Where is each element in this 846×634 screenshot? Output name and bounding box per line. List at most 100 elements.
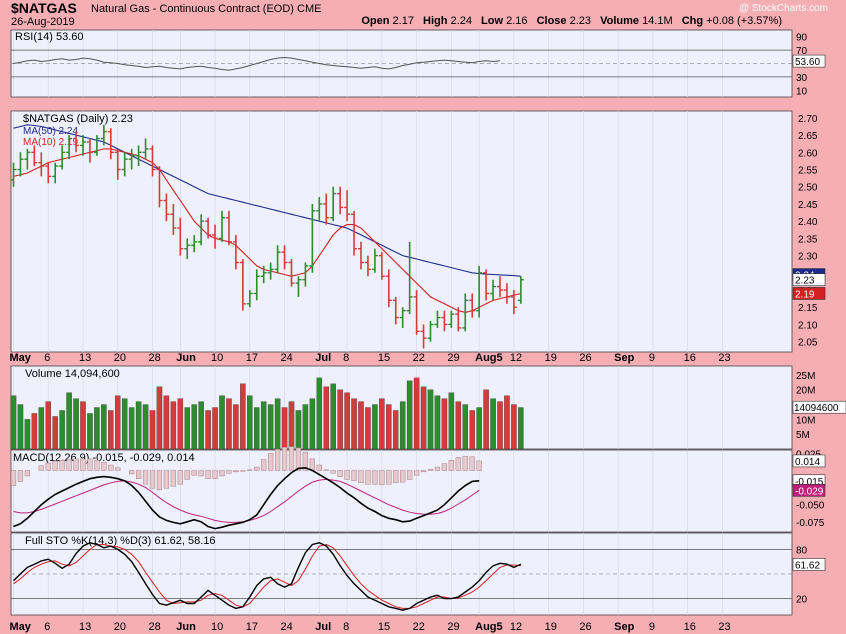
x-tick-label: 29 [447,352,459,364]
volume-bar [240,383,246,450]
volume-bar [406,380,413,450]
ohlc-bar [191,234,198,253]
ohlc-bar [399,307,406,328]
price-y-label: 2.40 [798,217,818,228]
symbol-description: Natural Gas - Continuous Contract (EOD) … [91,3,322,15]
ma50-line [13,124,521,277]
x-tick-label: 24 [281,621,293,633]
x-tick-label: 20 [114,352,126,364]
volume-bar [24,419,31,450]
macd-histogram-bar [295,447,302,471]
ohlc-bar [441,310,448,332]
sto-k-line [13,542,522,611]
ohlc-bar [52,162,59,184]
macd-histogram-bar [87,458,93,471]
volume-bar [504,395,510,450]
macd-histogram-bar [226,470,232,474]
chart-header: $NATGAS Natural Gas - Continuous Contrac… [0,0,846,28]
ohlc-bar [114,148,121,180]
ma10-tag-box [792,287,826,300]
ohlc-bar [17,152,24,177]
volume-bar [101,404,107,450]
ohlc-bar [260,265,267,284]
ohlc-bar [100,124,107,146]
ohlc-bar [267,262,274,280]
close-tag-box [792,273,826,287]
volume-bar [372,404,378,450]
macd-histogram-bar [108,464,114,471]
volume-bar [219,395,225,450]
ohlc-bar [420,324,427,349]
macd-histogram-bar [191,470,197,476]
volume-y-label: 5M [796,430,810,441]
volume-bar [386,404,392,450]
macd-histogram-bar [434,466,441,471]
price-y-label: 2.60 [798,148,818,159]
macd-histogram-bar [344,470,350,480]
x-tick-label: 26 [579,621,591,633]
macd-histogram-bar [400,470,406,483]
macd-histogram-bar [45,462,51,471]
x-tick-label: Jul [315,621,331,633]
volume-bar [330,383,336,450]
volume-value: 14.1M [642,15,673,27]
ohlc-bar [274,245,281,273]
x-tick-label: 17 [246,352,258,364]
volume-bar [226,398,232,450]
macd-histogram-bar [309,458,315,471]
x-tick-label: 10 [211,621,223,633]
macd-histogram-bar [455,457,461,471]
macd-histogram-bar [247,469,253,471]
volume-bar [94,407,100,450]
volume-bar [115,395,121,450]
rsi-last-value-box [792,54,826,68]
x-tick-label: 17 [246,621,258,633]
ohlc-bar [73,131,80,153]
volume-bar [87,413,93,450]
ohlc-bar [309,203,316,273]
volume-bar [149,410,156,450]
macd-histogram-bar [365,470,371,485]
ohlc-bar [517,276,524,304]
ohlc-bar [184,238,191,260]
x-tick-label: 28 [149,352,161,364]
ohlc-bar [38,152,45,177]
x-tick-label: 29 [447,621,459,633]
ohlc-bar [427,321,434,342]
ma50-legend: MA(50) 2.24 [23,126,78,137]
ohlc-bar [232,234,239,270]
volume-bar [441,398,448,450]
volume-bar [177,398,184,450]
macd-histogram-bar [156,470,163,490]
x-tick-label: 15 [378,621,390,633]
ma10-legend: MA(10) 2.19 [23,137,78,148]
macd-hist-tag: 0.014 [795,457,820,468]
x-tick-label: 12 [510,352,522,364]
volume-bar [518,407,524,450]
x-tick-label: 9 [649,352,655,364]
ohlc-bar [281,245,288,270]
price-y-label: 2.70 [798,114,818,125]
macd-histogram-bar [316,464,322,471]
ohlc-bar [351,210,358,256]
volume-bar [80,401,86,450]
volume-bar [358,401,364,450]
x-tick-label: 16 [684,621,696,633]
close-value: 2.23 [569,15,592,27]
ohlc-bar [80,135,86,156]
ohlc-bar [24,148,31,170]
volume-bar [490,398,496,450]
sto-last-value-box [792,558,826,571]
x-tick-label: 12 [510,621,522,633]
volume-bar [253,407,260,450]
volume-bar [469,410,475,450]
x-tick-label: May [10,621,32,633]
volume-bar [274,398,281,450]
volume-tag-box [792,400,846,414]
volume-bar [205,410,211,450]
macd-histogram-bar [94,460,100,471]
ohlc-bar [510,290,517,315]
ohlc-bar [45,162,52,184]
ohlc-bar [413,290,420,335]
